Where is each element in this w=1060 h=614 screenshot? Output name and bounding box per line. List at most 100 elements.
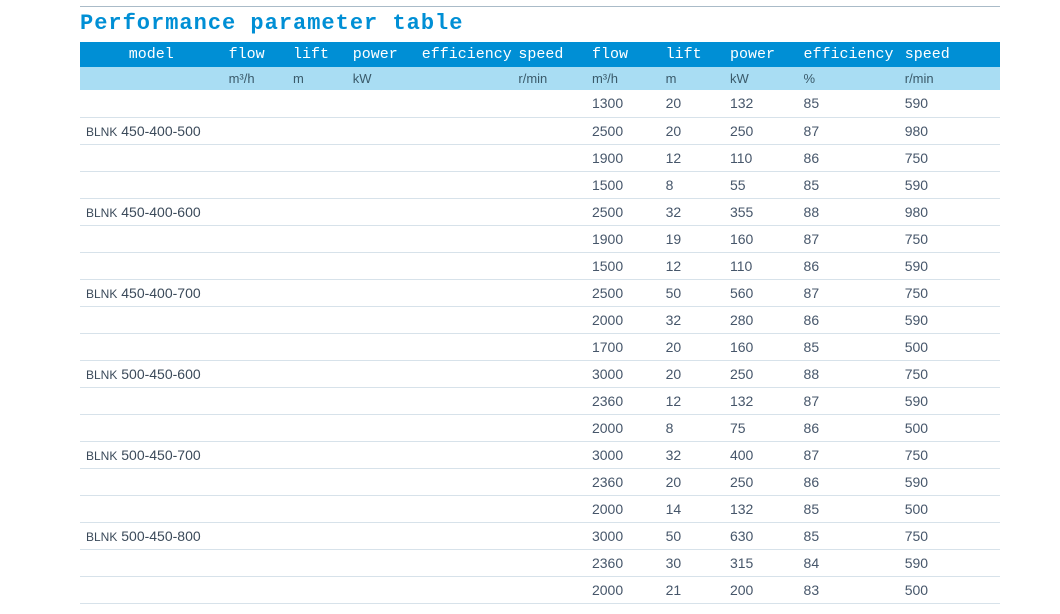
cell-flow1 <box>223 576 287 603</box>
cell-lift2: 32 <box>660 198 724 225</box>
cell-lift2: 8 <box>660 414 724 441</box>
unit-lift1: m <box>287 67 347 90</box>
table-row: BLNK 500-450-60030002025088750 <box>80 360 1000 387</box>
cell-speed1 <box>512 306 586 333</box>
cell-power1 <box>347 198 416 225</box>
table-row: BLNK 450-400-50025002025087980 <box>80 117 1000 144</box>
unit-flow1: m³/h <box>223 67 287 90</box>
cell-speed2: 750 <box>899 225 1000 252</box>
table-row: 20002120083500 <box>80 576 1000 603</box>
cell-power2: 250 <box>724 360 798 387</box>
cell-flow2: 3000 <box>586 441 660 468</box>
cell-speed2: 500 <box>899 495 1000 522</box>
table-row: 23601213287590 <box>80 387 1000 414</box>
cell-power2: 132 <box>724 495 798 522</box>
cell-power1 <box>347 414 416 441</box>
cell-flow1 <box>223 198 287 225</box>
cell-power2: 280 <box>724 306 798 333</box>
model-code: 450-400-600 <box>121 204 200 220</box>
cell-speed2: 590 <box>899 306 1000 333</box>
cell-speed1 <box>512 279 586 306</box>
col-flow2: flow <box>586 42 660 67</box>
cell-lift2: 12 <box>660 387 724 414</box>
table-row: 23602025086590 <box>80 468 1000 495</box>
col-speed2: speed <box>899 42 1000 67</box>
cell-lift1 <box>287 90 347 117</box>
cell-power1 <box>347 171 416 198</box>
cell-eff1 <box>416 468 513 495</box>
table-row: 20001413285500 <box>80 495 1000 522</box>
cell-lift1 <box>287 441 347 468</box>
col-power2: power <box>724 42 798 67</box>
cell-lift2: 14 <box>660 495 724 522</box>
cell-lift1 <box>287 198 347 225</box>
cell-speed1 <box>512 360 586 387</box>
cell-model <box>80 144 223 171</box>
cell-flow2: 3000 <box>586 360 660 387</box>
table-row: BLNK 450-400-70025005056087750 <box>80 279 1000 306</box>
cell-speed2: 590 <box>899 90 1000 117</box>
cell-flow2: 2500 <box>586 279 660 306</box>
cell-flow2: 3000 <box>586 522 660 549</box>
table-row: 17002016085500 <box>80 333 1000 360</box>
cell-eff2: 86 <box>798 414 899 441</box>
cell-lift2: 20 <box>660 333 724 360</box>
cell-speed1 <box>512 90 586 117</box>
cell-eff1 <box>416 279 513 306</box>
cell-eff1 <box>416 144 513 171</box>
cell-lift2: 32 <box>660 441 724 468</box>
cell-flow2: 1700 <box>586 333 660 360</box>
page-container: Performance parameter table model flow l… <box>0 0 1060 614</box>
cell-eff1 <box>416 387 513 414</box>
cell-lift1 <box>287 279 347 306</box>
cell-power2: 132 <box>724 90 798 117</box>
cell-flow1 <box>223 279 287 306</box>
cell-eff2: 88 <box>798 360 899 387</box>
cell-speed2: 500 <box>899 333 1000 360</box>
cell-power1 <box>347 90 416 117</box>
header-row: model flow lift power efficiency speed f… <box>80 42 1000 67</box>
cell-eff1 <box>416 495 513 522</box>
cell-power2: 250 <box>724 468 798 495</box>
cell-flow1 <box>223 171 287 198</box>
performance-parameter-table: model flow lift power efficiency speed f… <box>80 42 1000 604</box>
cell-eff1 <box>416 414 513 441</box>
cell-lift1 <box>287 522 347 549</box>
cell-eff1 <box>416 225 513 252</box>
cell-eff2: 87 <box>798 387 899 414</box>
cell-flow1 <box>223 414 287 441</box>
cell-flow2: 2000 <box>586 306 660 333</box>
table-row: BLNK 500-450-70030003240087750 <box>80 441 1000 468</box>
cell-eff2: 88 <box>798 198 899 225</box>
cell-eff1 <box>416 549 513 576</box>
cell-speed2: 500 <box>899 414 1000 441</box>
cell-power1 <box>347 144 416 171</box>
cell-model <box>80 414 223 441</box>
cell-eff1 <box>416 360 513 387</box>
cell-speed1 <box>512 144 586 171</box>
cell-model <box>80 171 223 198</box>
cell-flow2: 1300 <box>586 90 660 117</box>
cell-power1 <box>347 468 416 495</box>
cell-power2: 110 <box>724 144 798 171</box>
cell-lift2: 21 <box>660 576 724 603</box>
model-prefix: BLNK <box>86 530 117 544</box>
unit-model <box>80 67 223 90</box>
cell-lift2: 20 <box>660 360 724 387</box>
cell-model: BLNK 500-450-700 <box>80 441 223 468</box>
cell-power1 <box>347 387 416 414</box>
cell-model: BLNK 500-450-800 <box>80 522 223 549</box>
model-code: 450-400-500 <box>121 123 200 139</box>
cell-model <box>80 333 223 360</box>
unit-speed2: r/min <box>899 67 1000 90</box>
cell-flow1 <box>223 90 287 117</box>
cell-flow2: 2500 <box>586 198 660 225</box>
col-speed1: speed <box>512 42 586 67</box>
cell-lift1 <box>287 333 347 360</box>
model-prefix: BLNK <box>86 368 117 382</box>
table-row: 200087586500 <box>80 414 1000 441</box>
cell-model <box>80 495 223 522</box>
cell-flow2: 2000 <box>586 576 660 603</box>
cell-lift2: 50 <box>660 522 724 549</box>
cell-speed2: 590 <box>899 252 1000 279</box>
